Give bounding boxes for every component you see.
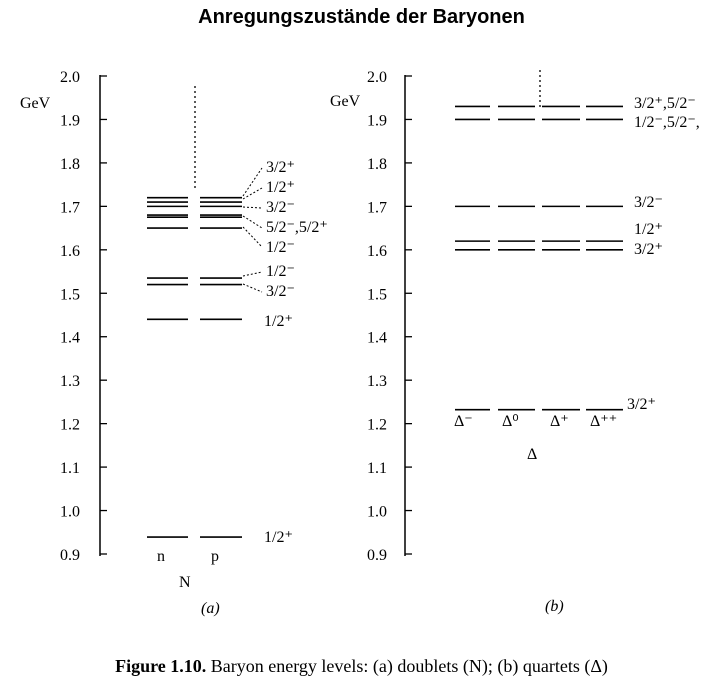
panel-a-unit: GeV	[20, 95, 51, 112]
level-label: 1/2⁺	[266, 179, 295, 196]
tick-label: 1.4	[60, 330, 80, 347]
panel-a-ticks: 2.0 1.9 1.8 1.7 1.6 1.5 1.4 1.3 1.2 1.1 1.0 0.9	[60, 69, 107, 564]
caption-figure-number: Figure 1.10.	[115, 656, 207, 676]
caption-text: Baryon energy levels: (a) doublets (N); …	[210, 656, 608, 676]
level-label: 1/2⁺	[264, 529, 293, 546]
panel-a-levels	[147, 196, 242, 538]
level-label: 3/2⁺,5/2⁻	[634, 95, 696, 112]
tick-label: 1.7	[367, 199, 387, 216]
group-label-delta: Δ	[527, 446, 537, 463]
panel-b-levels	[455, 105, 623, 411]
tick-label: 2.0	[367, 69, 387, 86]
tick-label: 1.7	[60, 199, 80, 216]
tick-label: 1.9	[367, 112, 387, 129]
level-label: 1/2⁻,5/2⁻,	[634, 114, 700, 131]
column-label-delta-plus: Δ⁺	[550, 413, 569, 430]
panel-b-level-labels: 3/2⁺,5/2⁻ 1/2⁻,5/2⁻, 3/2⁻ 1/2⁺ 3/2⁺ 3/2⁺	[627, 95, 700, 413]
level-label: 3/2⁺	[627, 396, 656, 413]
level-label: 1/2⁺	[264, 313, 293, 330]
level-label: 5/2⁻,5/2⁺	[266, 219, 328, 236]
tick-label: 1.9	[60, 112, 80, 129]
tick-label: 1.6	[367, 243, 387, 260]
column-label-delta-zero: Δ⁰	[502, 413, 519, 430]
tick-label: 1.4	[367, 330, 387, 347]
panel-a-connectors	[242, 167, 263, 293]
tick-label: 1.8	[60, 156, 80, 173]
tick-label: 2.0	[60, 69, 80, 86]
level-label: 1/2⁻	[266, 239, 295, 256]
tick-label: 1.5	[60, 286, 80, 303]
tick-label: 1.3	[60, 373, 80, 390]
column-label-delta-plusplus: Δ⁺⁺	[590, 413, 617, 430]
tick-label: 0.9	[60, 547, 80, 564]
tick-label: 1.1	[60, 460, 80, 477]
panel-b-label: (b)	[545, 598, 564, 615]
figure-caption: Figure 1.10. Baryon energy levels: (a) d…	[0, 656, 723, 677]
panel-b-unit: GeV	[330, 93, 361, 110]
tick-label: 1.3	[367, 373, 387, 390]
level-label: 3/2⁻	[634, 194, 663, 211]
tick-label: 1.5	[367, 286, 387, 303]
level-label: 3/2⁺	[266, 159, 295, 176]
group-label-N: N	[179, 574, 191, 591]
level-label: 3/2⁻	[266, 199, 295, 216]
panel-b: 2.0 1.9 1.8 1.7 1.6 1.5 1.4 1.3 1.2 1.1 1.0 0.9 GeV…	[330, 69, 700, 615]
panel-b-ticks: 2.0 1.9 1.8 1.7 1.6 1.5 1.4 1.3 1.2 1.1 1.0 0.9	[367, 69, 412, 564]
panel-a-level-labels: 3/2⁺ 1/2⁺ 3/2⁻ 5/2⁻,5/2⁺ 1/2⁻ 1/2⁻ 3/2⁻ …	[264, 159, 328, 546]
column-label-delta-minus: Δ⁻	[454, 413, 473, 430]
figure-title: Anregungszustände der Baryonen	[198, 6, 525, 28]
tick-label: 1.6	[60, 243, 80, 260]
column-label-n: n	[157, 548, 165, 565]
tick-label: 1.2	[367, 417, 387, 434]
tick-label: 0.9	[367, 547, 387, 564]
panel-a: 2.0 1.9 1.8 1.7 1.6 1.5 1.4 1.3 1.2 1.1 1.0 0.9 GeV…	[20, 69, 328, 617]
level-label: 3/2⁻	[266, 283, 295, 300]
panel-a-label: (a)	[201, 600, 220, 617]
tick-label: 1.0	[60, 504, 80, 521]
tick-label: 1.8	[367, 156, 387, 173]
level-label: 1/2⁺	[634, 221, 663, 238]
tick-label: 1.2	[60, 417, 80, 434]
level-label: 3/2⁺	[634, 241, 663, 258]
tick-label: 1.1	[367, 460, 387, 477]
tick-label: 1.0	[367, 504, 387, 521]
column-label-p: p	[211, 548, 219, 565]
level-label: 1/2⁻	[266, 263, 295, 280]
